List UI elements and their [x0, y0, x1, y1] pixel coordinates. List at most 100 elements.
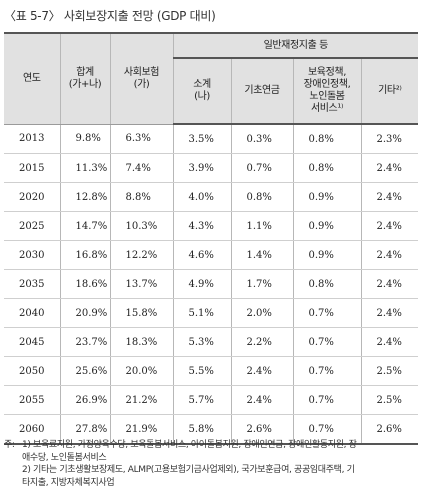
cell-childcare: 0.7% — [292, 298, 361, 328]
cell-total: 16.8% — [59, 240, 110, 270]
table-row: 2040 20.9% 15.8% 5.1% 2.0% 0.7% 2.4% — [4, 298, 419, 328]
header-total-line2: (가+나) — [68, 78, 102, 90]
cell-subtotal: 4.0% — [172, 182, 231, 212]
cell-social-insurance: 8.8% — [109, 182, 173, 212]
table-row: 2050 25.6% 20.0% 5.5% 2.4% 0.7% 2.5% — [4, 356, 419, 386]
cell-subtotal: 5.7% — [172, 385, 231, 415]
cell-basic-pension: 1.7% — [230, 269, 293, 299]
cell-basic-pension: 0.7% — [230, 153, 293, 183]
cell-basic-pension: 0.3% — [230, 124, 293, 154]
header-basic-pension: 기초연금 — [230, 58, 293, 125]
cell-year: 2025 — [4, 211, 60, 241]
cell-other: 2.5% — [360, 385, 419, 415]
cell-year: 2020 — [4, 182, 60, 212]
cell-social-insurance: 6.3% — [109, 124, 173, 154]
header-childcare: 보육정책, 장애인정책, 노인돌봄 서비스¹⁾ — [292, 58, 361, 125]
cell-other: 2.4% — [360, 298, 419, 328]
cell-childcare: 0.7% — [292, 385, 361, 415]
cell-year: 2040 — [4, 298, 60, 328]
table-row: 2025 14.7% 10.3% 4.3% 1.1% 0.9% 2.4% — [4, 211, 419, 241]
header-year: 연도 — [4, 32, 60, 125]
header-other: 기타²⁾ — [360, 58, 419, 125]
cell-childcare: 0.7% — [292, 356, 361, 386]
cell-year: 2045 — [4, 327, 60, 357]
cell-subtotal: 5.5% — [172, 356, 231, 386]
header-subtotal-line2: (나) — [194, 91, 210, 102]
cell-subtotal: 5.1% — [172, 298, 231, 328]
cell-basic-pension: 1.1% — [230, 211, 293, 241]
cell-total: 18.6% — [59, 269, 110, 299]
cell-social-insurance: 10.3% — [109, 211, 173, 241]
cell-social-insurance: 21.2% — [109, 385, 173, 415]
cell-basic-pension: 2.6% — [230, 414, 293, 445]
cell-total: 26.9% — [59, 385, 110, 415]
cell-basic-pension: 0.8% — [230, 182, 293, 212]
cell-subtotal: 4.6% — [172, 240, 231, 270]
cell-total: 27.8% — [59, 414, 110, 445]
table-body: 2013 9.8% 6.3% 3.5% 0.3% 0.8% 2.3% 2015 11.3% 7.4… — [4, 124, 419, 445]
note-1-line1: 1) 보육료지원, 가정양육수당, 보육돌봄서비스, 아이돌봄지원, 장애인연금… — [22, 440, 357, 450]
table-title: 〈표 5-7〉 사회보장지출 전망 (GDP 대비) — [4, 9, 216, 23]
cell-total: 9.8% — [59, 124, 110, 154]
cell-childcare: 0.7% — [292, 327, 361, 357]
cell-social-insurance: 15.8% — [109, 298, 173, 328]
cell-subtotal: 3.9% — [172, 153, 231, 183]
cell-childcare: 0.7% — [292, 414, 361, 445]
cell-subtotal: 5.8% — [172, 414, 231, 445]
cell-other: 2.4% — [360, 182, 419, 212]
cell-social-insurance: 7.4% — [109, 153, 173, 183]
cell-other: 2.4% — [360, 327, 419, 357]
cell-year: 2060 — [4, 414, 60, 445]
cell-other: 2.4% — [360, 211, 419, 241]
table-row: 2013 9.8% 6.3% 3.5% 0.3% 0.8% 2.3% — [4, 124, 419, 154]
cell-year: 2055 — [4, 385, 60, 415]
cell-other: 2.5% — [360, 356, 419, 386]
header-total: 합계 (가+나) — [59, 32, 110, 125]
cell-social-insurance: 12.2% — [109, 240, 173, 270]
header-cc-line4: 서비스¹⁾ — [310, 103, 344, 114]
cell-subtotal: 4.9% — [172, 269, 231, 299]
cell-year: 2035 — [4, 269, 60, 299]
cell-subtotal: 3.5% — [172, 124, 231, 154]
cell-total: 11.3% — [59, 153, 110, 183]
cell-basic-pension: 2.0% — [230, 298, 293, 328]
cell-year: 2030 — [4, 240, 60, 270]
table-row: 2035 18.6% 13.7% 4.9% 1.7% 0.8% 2.4% — [4, 269, 419, 299]
cell-childcare: 0.8% — [292, 124, 361, 154]
note-prefix: 주: — [4, 440, 15, 450]
cell-total: 23.7% — [59, 327, 110, 357]
table-row: 2045 23.7% 18.3% 5.3% 2.2% 0.7% 2.4% — [4, 327, 419, 357]
cell-social-insurance: 18.3% — [109, 327, 173, 357]
cell-subtotal: 4.3% — [172, 211, 231, 241]
header-general-fiscal: 일반재정지출 등 — [172, 32, 419, 59]
note-2-line1: 2) 기타는 기초생활보장제도, ALMP(고용보험기금사업제외), 국가보훈급… — [22, 465, 355, 475]
header-si-line1: 사회보험 — [123, 66, 160, 78]
table-row: 2020 12.8% 8.8% 4.0% 0.8% 0.9% 2.4% — [4, 182, 419, 212]
note-2-line2: 타지출, 지방자체복지사업 — [22, 477, 115, 488]
table-notes: 주: 1) 보육료지원, 가정양육수당, 보육돌봄서비스, 아이돌봄지원, 장애인… — [4, 439, 418, 489]
header-cc-line1: 보육정책, — [308, 67, 346, 78]
cell-childcare: 0.9% — [292, 211, 361, 241]
header-total-line1: 합계 — [76, 66, 94, 78]
cell-year: 2015 — [4, 153, 60, 183]
note-1: 주: 1) 보육료지원, 가정양육수당, 보육돌봄서비스, 아이돌봄지원, 장애인… — [4, 439, 418, 452]
social-spending-table: 연도 합계 (가+나) 사회보험 (가) 일반재정지출 등 소계 (나) 기초연… — [4, 32, 419, 445]
cell-year: 2013 — [4, 124, 60, 154]
cell-basic-pension: 2.4% — [230, 385, 293, 415]
cell-basic-pension: 2.2% — [230, 327, 293, 357]
table-row: 2060 27.8% 21.9% 5.8% 2.6% 0.7% 2.6% — [4, 414, 419, 445]
cell-other: 2.4% — [360, 240, 419, 270]
header-subtotal: 소계 (나) — [172, 58, 231, 125]
header-cc-line3: 노인돌봄 — [309, 91, 345, 102]
cell-total: 14.7% — [59, 211, 110, 241]
cell-childcare: 0.8% — [292, 153, 361, 183]
header-si-line2: (가) — [133, 78, 150, 90]
cell-basic-pension: 1.4% — [230, 240, 293, 270]
cell-total: 12.8% — [59, 182, 110, 212]
cell-other: 2.4% — [360, 269, 419, 299]
cell-other: 2.4% — [360, 153, 419, 183]
cell-social-insurance: 13.7% — [109, 269, 173, 299]
cell-social-insurance: 20.0% — [109, 356, 173, 386]
header-subtotal-line1: 소계 — [193, 79, 211, 90]
header-cc-line2: 장애인정책, — [303, 79, 351, 90]
